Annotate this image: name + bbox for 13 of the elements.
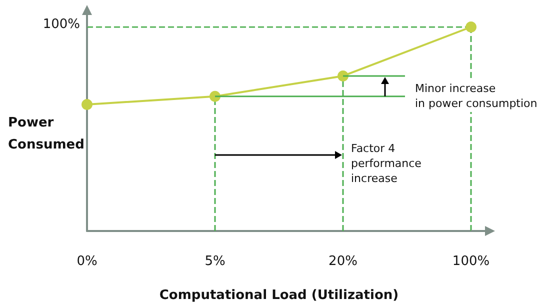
x-tick-label: 0% [76,254,98,269]
ref-line-label: 100% [42,17,80,32]
x-tick-label: 5% [204,254,226,269]
annotation: Factor 4 performance increase [351,142,422,185]
point [82,99,92,110]
annotation: Minor increase in power consumption [415,82,537,110]
y-axis-title: Power Consumed [8,116,84,152]
point [210,90,220,102]
x-tick-label: 100% [452,254,490,269]
point [466,22,476,32]
x-axis-title: Computational Load (Utilization) [159,288,399,303]
point [338,70,348,82]
x-tick-label: 20% [328,254,358,269]
